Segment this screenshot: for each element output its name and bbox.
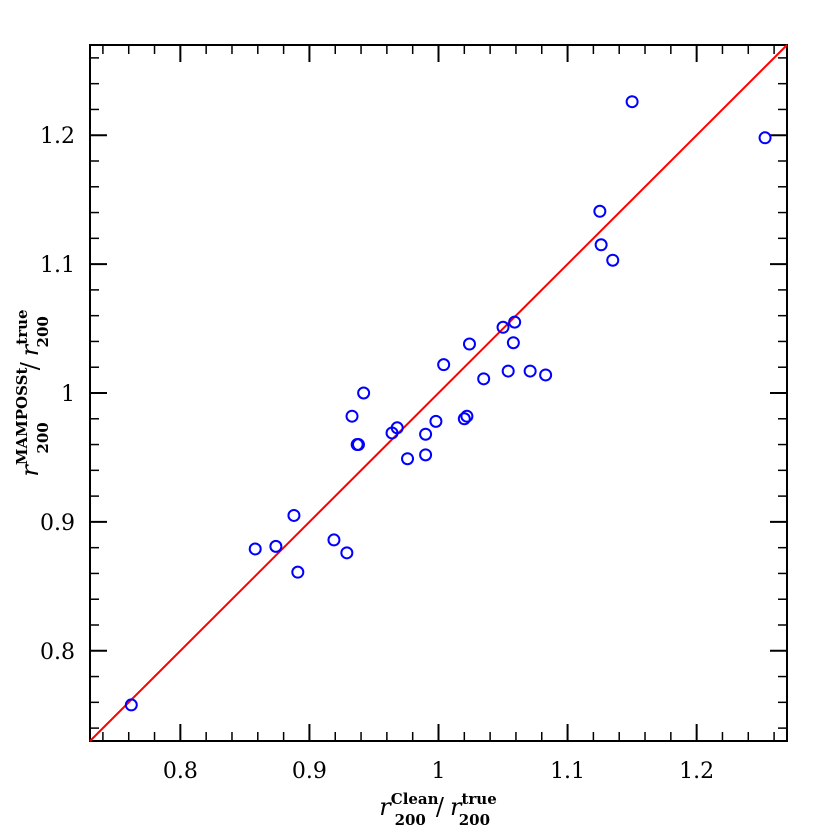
- y-label-sup-1: MAMPOSSt: [13, 368, 31, 466]
- data-point: [357, 386, 371, 400]
- data-point: [523, 364, 537, 378]
- x-label-sub-2: 200: [459, 811, 490, 829]
- y-label-symbol-1: r: [16, 464, 44, 477]
- y-label-sup-2: true: [13, 309, 31, 344]
- y-tick-label: 0.9: [40, 511, 75, 536]
- x-tick-label: 1.2: [679, 759, 714, 784]
- x-label-symbol-1: r: [379, 793, 392, 821]
- data-point: [340, 546, 354, 560]
- data-point: [401, 452, 415, 466]
- x-tick-label: 0.8: [163, 759, 198, 784]
- data-point: [593, 204, 607, 218]
- data-point: [539, 368, 553, 382]
- y-tick-label: 1: [61, 382, 75, 407]
- data-point: [429, 414, 443, 428]
- data-point: [419, 427, 433, 441]
- data-point: [460, 409, 474, 423]
- data-point: [351, 438, 365, 452]
- data-point: [390, 421, 404, 435]
- y-tick-label: 1.2: [40, 124, 75, 149]
- y-tick-label: 0.8: [40, 640, 75, 665]
- x-label-slash: /: [436, 793, 445, 821]
- data-point: [506, 336, 520, 350]
- data-point: [437, 358, 451, 372]
- y-label-sub-1: 200: [34, 422, 52, 453]
- axis-ticks: [90, 45, 787, 741]
- data-point: [594, 238, 608, 252]
- data-point: [758, 131, 772, 145]
- data-point: [327, 533, 341, 547]
- tick-labels: 0.8 0.9 1 1.1 1.2 0.8 0.9 1 1.1 1.2: [40, 124, 714, 784]
- data-point: [248, 542, 262, 556]
- x-label-sup-2: true: [461, 790, 496, 808]
- data-point: [625, 95, 639, 109]
- x-tick-label: 1.1: [550, 759, 585, 784]
- x-label-sup-1: Clean: [391, 790, 439, 808]
- y-label-symbol-2: r: [16, 343, 44, 356]
- data-point: [291, 565, 305, 579]
- y-axis-label: rMAMPOSSt 200/rtrue 200: [13, 309, 52, 476]
- data-point: [287, 508, 301, 522]
- data-point: [606, 253, 620, 267]
- x-axis-label: rClean 200/rtrue 200: [379, 790, 496, 829]
- data-point: [477, 372, 491, 386]
- y-label-sub-2: 200: [34, 316, 52, 347]
- data-point: [269, 539, 283, 553]
- data-point: [462, 337, 476, 351]
- x-tick-label: 1: [432, 759, 446, 784]
- data-points: [124, 95, 772, 712]
- data-point: [457, 412, 471, 426]
- data-point: [508, 315, 522, 329]
- x-tick-label: 0.9: [292, 759, 327, 784]
- data-point: [496, 320, 510, 334]
- y-label-slash: /: [16, 361, 44, 370]
- data-point: [419, 448, 433, 462]
- x-label-symbol-2: r: [450, 793, 463, 821]
- y-tick-label: 1.1: [40, 253, 75, 278]
- data-point: [124, 698, 138, 712]
- identity-line: [89, 44, 788, 742]
- data-point: [345, 409, 359, 423]
- x-label-sub-1: 200: [395, 811, 426, 829]
- identity-line-segment: [89, 44, 788, 742]
- data-point: [501, 364, 515, 378]
